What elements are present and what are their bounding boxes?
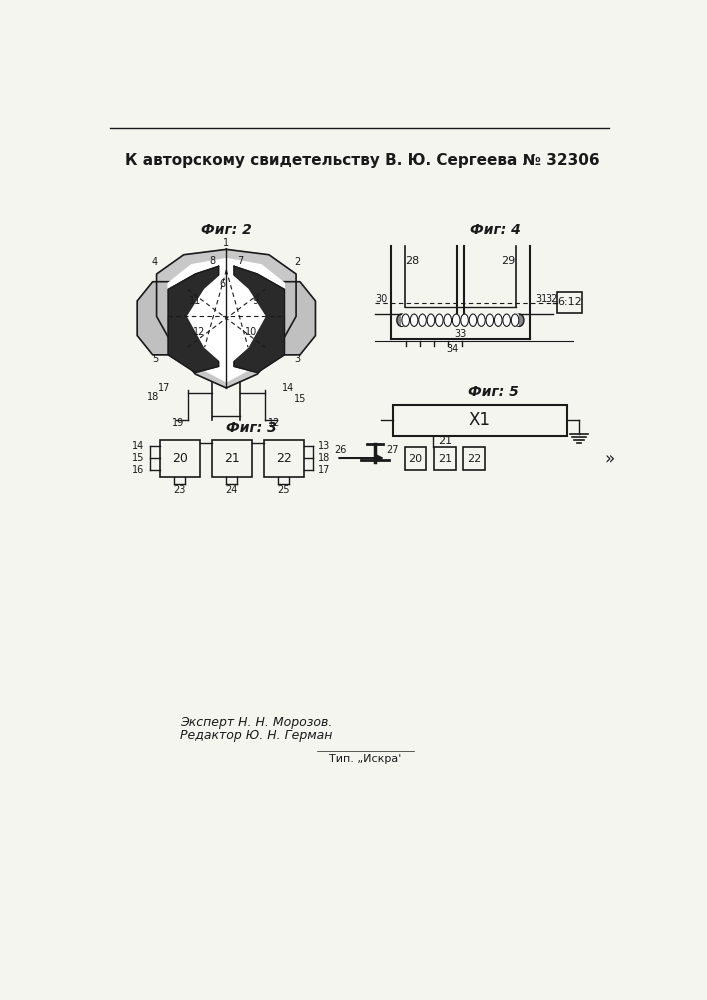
Text: 12: 12 (268, 418, 281, 428)
Ellipse shape (397, 314, 406, 326)
Text: 15: 15 (294, 394, 306, 404)
Polygon shape (168, 259, 284, 382)
Text: 2: 2 (295, 257, 300, 267)
Text: 22: 22 (276, 452, 291, 465)
Text: Фиг: 3: Фиг: 3 (226, 421, 276, 435)
Text: 7: 7 (237, 256, 243, 266)
Text: Редактор Ю. Н. Герман: Редактор Ю. Н. Герман (180, 730, 332, 742)
Text: Эксперт Н. Н. Морозов.: Эксперт Н. Н. Морозов. (180, 716, 332, 729)
Text: 29: 29 (501, 256, 515, 266)
Text: 4: 4 (152, 257, 158, 267)
Text: 14: 14 (132, 441, 144, 451)
Text: 21: 21 (224, 452, 240, 465)
Text: 33: 33 (455, 329, 467, 339)
Text: 28: 28 (405, 256, 419, 266)
Polygon shape (137, 282, 176, 355)
Text: Фиг: 5: Фиг: 5 (468, 385, 519, 399)
Text: К авторскому свидетельству В. Ю. Сергеева № 32306: К авторскому свидетельству В. Ю. Сергеев… (124, 153, 600, 168)
Text: Фиг: 2: Фиг: 2 (201, 223, 252, 237)
Text: 15: 15 (132, 453, 144, 463)
Text: 8: 8 (209, 256, 216, 266)
Bar (402, 314, 519, 326)
Text: 34: 34 (447, 344, 459, 354)
Bar (434, 447, 456, 470)
Text: 27: 27 (387, 445, 399, 455)
Bar (393, 405, 567, 436)
Text: 17: 17 (158, 383, 170, 393)
Text: 19: 19 (172, 418, 185, 428)
Text: 30: 30 (375, 294, 387, 304)
Text: 6:12: 6:12 (557, 297, 582, 307)
Text: X1: X1 (469, 411, 491, 429)
Polygon shape (168, 266, 218, 373)
Text: 20: 20 (409, 454, 423, 464)
Text: 21: 21 (438, 454, 452, 464)
Text: 20: 20 (172, 452, 188, 465)
Text: »: » (604, 450, 615, 468)
Polygon shape (156, 249, 296, 388)
Text: 3: 3 (295, 354, 300, 364)
Text: 24: 24 (226, 485, 238, 495)
Text: 11: 11 (189, 296, 201, 306)
Text: 14: 14 (282, 383, 294, 393)
Text: 18: 18 (146, 392, 159, 402)
Bar (211, 440, 252, 477)
Text: 18: 18 (317, 453, 330, 463)
Text: 10: 10 (245, 327, 257, 337)
Bar (464, 447, 485, 470)
Text: 25: 25 (277, 485, 290, 495)
Text: Фиг: 4: Фиг: 4 (470, 223, 521, 237)
Text: 9: 9 (252, 296, 259, 306)
Bar (264, 440, 304, 477)
Text: Тип. „Искра': Тип. „Искра' (329, 754, 402, 764)
Text: 22: 22 (467, 454, 481, 464)
Text: 31: 31 (536, 294, 548, 304)
Text: 13: 13 (317, 441, 330, 451)
Polygon shape (276, 282, 315, 355)
Text: 6: 6 (219, 279, 226, 289)
Text: 12: 12 (193, 327, 206, 337)
Text: 5: 5 (152, 354, 158, 364)
Text: 21: 21 (438, 436, 452, 446)
Text: 16: 16 (132, 465, 144, 475)
Polygon shape (234, 266, 284, 373)
Text: 23: 23 (174, 485, 186, 495)
Text: 26: 26 (334, 445, 346, 455)
Ellipse shape (515, 314, 524, 326)
Text: 17: 17 (317, 465, 330, 475)
Polygon shape (187, 270, 265, 366)
Bar (160, 440, 200, 477)
Text: 32: 32 (546, 294, 558, 304)
Bar (557, 292, 582, 313)
Text: 1: 1 (223, 238, 229, 248)
Bar (404, 447, 426, 470)
